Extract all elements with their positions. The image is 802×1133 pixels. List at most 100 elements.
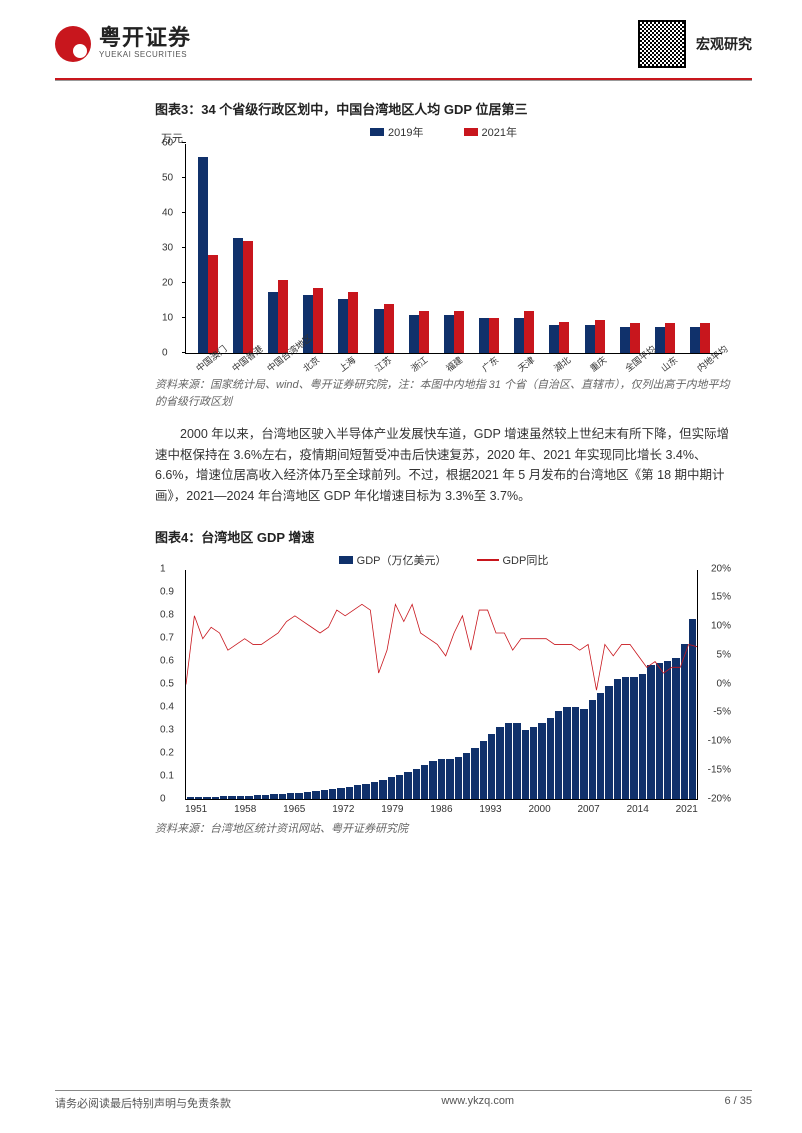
legend-item: GDP（万亿美元） (339, 552, 447, 568)
chart3-bar (655, 327, 665, 353)
chart3-y-tick: 50 (162, 173, 173, 184)
chart3-bar-group (333, 292, 363, 353)
legend-swatch-icon (464, 128, 478, 136)
chart3-bar (338, 299, 348, 353)
chart4-y-tick-left: 0.4 (160, 701, 174, 712)
chart4-x-tick: 2007 (578, 804, 600, 815)
chart4-y-tick-left: 0.5 (160, 678, 174, 689)
chart4-y-tick-left: 0.7 (160, 632, 174, 643)
chart3-bar (479, 318, 489, 353)
legend-item: 2021年 (464, 124, 517, 140)
chart3-bar-group (193, 157, 223, 353)
chart3-bar (620, 327, 630, 353)
legend-label: 2021年 (482, 124, 517, 140)
chart3-bar (559, 322, 569, 354)
chart4-x-tick: 2021 (676, 804, 698, 815)
chart4-x-tick: 1986 (430, 804, 452, 815)
chart3-bar (243, 241, 253, 353)
footer-url: www.ykzq.com (441, 1095, 514, 1111)
chart3-x-labels: 中国澳门中国香港中国台湾地区北京上海江苏浙江福建广东天津湖北重庆全国平均山东内地… (185, 358, 722, 371)
chart4-title: 图表4：台湾地区 GDP 增速 (155, 527, 732, 546)
chart3-bar (233, 238, 243, 354)
chart4-x-tick: 1972 (332, 804, 354, 815)
chart3-bar (409, 315, 419, 354)
chart3-y-tick: 40 (162, 208, 173, 219)
chart3-y-tick: 60 (162, 138, 173, 149)
chart3-y-tick: 20 (162, 278, 173, 289)
chart4-legend: GDP（万亿美元） GDP同比 (155, 552, 732, 568)
chart4-y-tick-right: 15% (711, 592, 731, 603)
footer-page: 6 / 35 (724, 1095, 752, 1111)
chart3-legend: 2019年 2021年 (155, 124, 732, 140)
legend-item: 2019年 (370, 124, 423, 140)
chart3-bar (268, 292, 278, 353)
chart3-bar (208, 255, 218, 353)
chart3-bar (198, 157, 208, 353)
chart4-y-tick-right: 10% (711, 621, 731, 632)
qr-code-icon (638, 20, 686, 68)
chart3-bar (419, 311, 429, 353)
chart4-source: 资料来源：台湾地区统计资讯网站、粤开证券研究院 (155, 821, 732, 838)
chart3-bar (444, 315, 454, 354)
chart3-bar (700, 323, 710, 353)
chart4-y-tick-right: -10% (708, 736, 731, 747)
chart3-bar (549, 325, 559, 353)
page-header: 粤开证券 YUEKAI SECURITIES 宏观研究 (0, 0, 802, 74)
legend-item: GDP同比 (477, 552, 549, 568)
chart3-bar (630, 323, 640, 353)
chart4-y-tick-left: 0.3 (160, 724, 174, 735)
chart4-y-tick-left: 0.8 (160, 609, 174, 620)
chart3-container: 图表3：34 个省级行政区划中，中国台湾地区人均 GDP 位居第三 2019年 … (155, 99, 732, 410)
chart3-bar-group (580, 320, 610, 353)
chart4-x-tick: 1965 (283, 804, 305, 815)
body-paragraph: 2000 年以来，台湾地区驶入半导体产业发展快车道，GDP 增速虽然较上世纪末有… (155, 424, 732, 507)
chart3-title: 图表3：34 个省级行政区划中，中国台湾地区人均 GDP 位居第三 (155, 99, 732, 118)
chart4-y-tick-left: 0.9 (160, 586, 174, 597)
chart3-bar (514, 318, 524, 353)
footer-disclaimer: 请务必阅读最后特别声明与免责条款 (55, 1095, 231, 1111)
legend-swatch-icon (339, 556, 353, 564)
chart3-bar (374, 309, 384, 353)
logo-icon (55, 26, 91, 62)
chart4-y-tick-left: 0 (160, 793, 166, 804)
brand-name-en: YUEKAI SECURITIES (99, 49, 191, 60)
report-category: 宏观研究 (696, 34, 752, 54)
chart3-bar-group (509, 311, 539, 353)
legend-label: GDP（万亿美元） (357, 552, 447, 568)
chart3-source: 资料来源：国家统计局、wind、粤开证券研究院，注：本图中内地指 31 个省（自… (155, 377, 732, 410)
chart3-y-tick: 30 (162, 243, 173, 254)
chart3-bar (278, 280, 288, 354)
chart3-bar (665, 323, 675, 353)
chart3-bar (524, 311, 534, 353)
chart3-plot: 0102030405060 (185, 144, 722, 354)
chart4-y-tick-right: 5% (717, 649, 731, 660)
legend-line-icon (477, 559, 499, 561)
brand-logo: 粤开证券 YUEKAI SECURITIES (55, 26, 191, 62)
legend-swatch-icon (370, 128, 384, 136)
chart4-y-tick-left: 0.6 (160, 655, 174, 666)
chart4-x-tick: 2014 (627, 804, 649, 815)
chart4-x-tick: 1993 (479, 804, 501, 815)
chart3-bar (348, 292, 358, 353)
chart3-bars (186, 144, 722, 353)
chart4-y-tick-right: -20% (708, 793, 731, 804)
chart3-bar (595, 320, 605, 353)
legend-label: GDP同比 (503, 552, 549, 568)
chart3-bar (585, 325, 595, 353)
legend-label: 2019年 (388, 124, 423, 140)
chart4-plot: 00.10.20.30.40.50.60.70.80.91-20%-15%-10… (185, 570, 698, 800)
chart4-x-tick: 2000 (528, 804, 550, 815)
chart3-bar-group (228, 238, 258, 354)
chart3-y-tick: 0 (162, 348, 168, 359)
chart3-bar (690, 327, 700, 353)
chart4-y-tick-left: 0.2 (160, 747, 174, 758)
chart4-line (186, 570, 697, 799)
chart3-y-tick: 10 (162, 313, 173, 324)
brand-name-zh: 粤开证券 (99, 27, 191, 49)
chart4-y-tick-right: -15% (708, 764, 731, 775)
chart4-x-tick: 1958 (234, 804, 256, 815)
chart4-x-tick: 1951 (185, 804, 207, 815)
chart4-y-tick-right: -5% (713, 707, 731, 718)
chart3-bar (384, 304, 394, 353)
chart3-bar-group (263, 280, 293, 354)
